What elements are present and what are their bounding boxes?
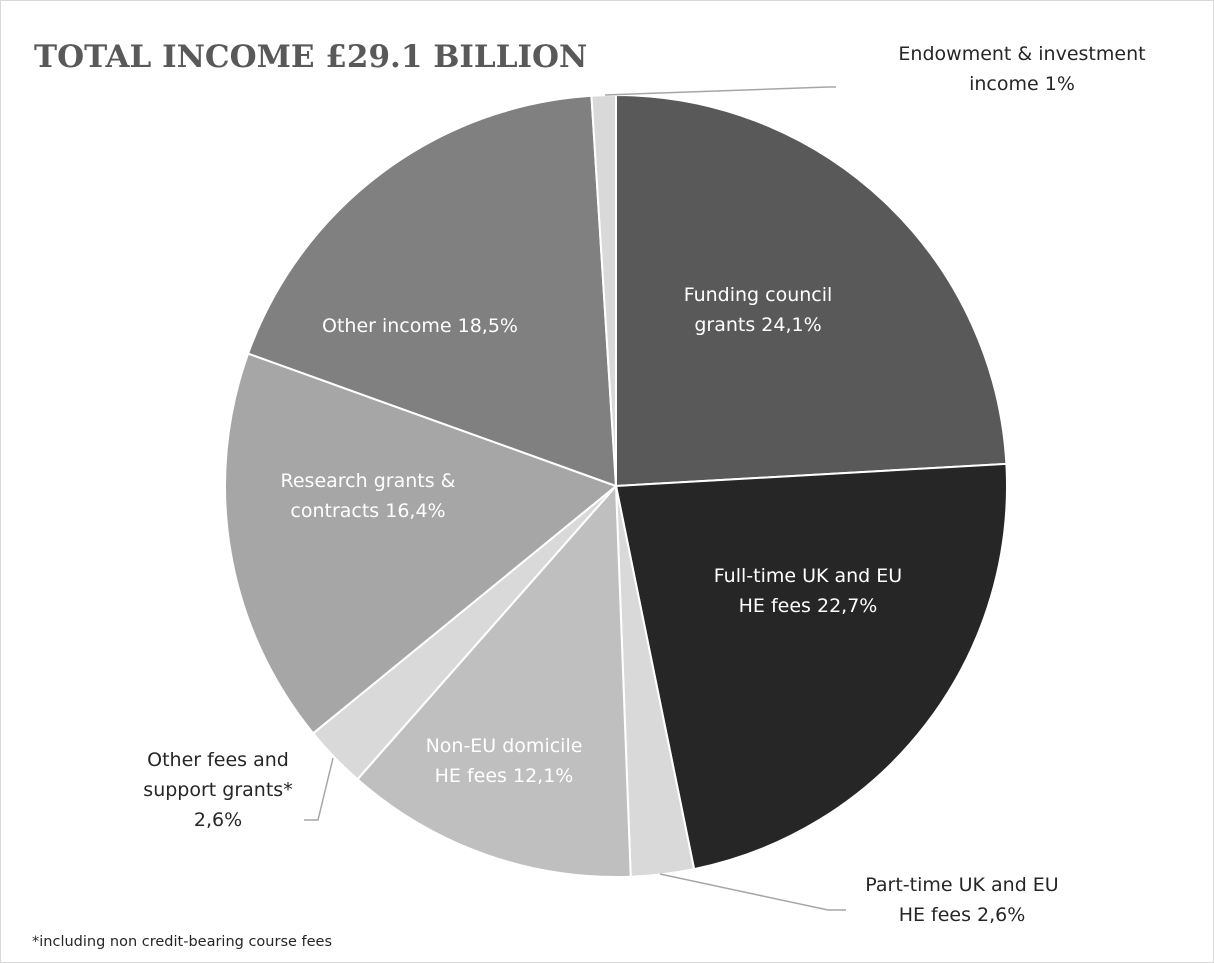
slice-label-line: Other fees and [147,749,289,771]
slice-label: Other income 18,5% [322,315,518,337]
slice-label-line: Research grants & [281,470,456,492]
slice-label-line: 2,6% [194,809,242,831]
slice-label-line: HE fees 2,6% [899,904,1026,926]
pie-slice [246,94,618,488]
slice-label-line: Part-time UK and EU [865,874,1058,896]
slice-label-line: contracts 16,4% [290,500,445,522]
slice-label: Endowment & investment income 1% [898,43,1145,95]
leader-lines [304,86,846,911]
slice-label-line: HE fees 22,7% [739,595,878,617]
slice-label-line: grants 24,1% [694,314,821,336]
slice-label: Part-time UK and EU HE fees 2,6% [865,874,1058,926]
slice-label: Non-EU domicile HE fees 12,1% [426,735,583,787]
chart-title: TOTAL INCOME £29.1 BILLION [34,39,587,75]
slice-label: Funding council grants 24,1% [684,284,833,336]
pie-slices [224,93,1008,878]
pie-slice [224,352,619,735]
slice-label-line: Full-time UK and EU [714,565,902,587]
slice-label-line: Non-EU domicile [426,735,583,757]
footnote: *including non credit-bearing course fee… [32,934,332,950]
pie-slice [614,462,1008,871]
leader-line [604,86,836,96]
pie-slice [356,483,632,878]
leader-line [304,757,334,821]
leader-line [659,873,846,911]
slice-labels: Funding council grants 24,1% Full-time UK … [143,43,1145,926]
slice-label: Other fees and support grants* 2,6% [143,749,292,831]
slice-label-line: Funding council [684,284,833,306]
slice-label: Research grants & contracts 16,4% [281,470,456,522]
slice-label-line: HE fees 12,1% [435,765,574,787]
slice-label-line: support grants* [143,779,292,801]
slice-label: Full-time UK and EU HE fees 22,7% [714,565,902,617]
slice-label-line: Other income 18,5% [322,315,518,337]
pie-slice [615,93,1008,488]
slice-label-line: income 1% [969,73,1075,95]
slice-label-line: Endowment & investment [898,43,1145,65]
